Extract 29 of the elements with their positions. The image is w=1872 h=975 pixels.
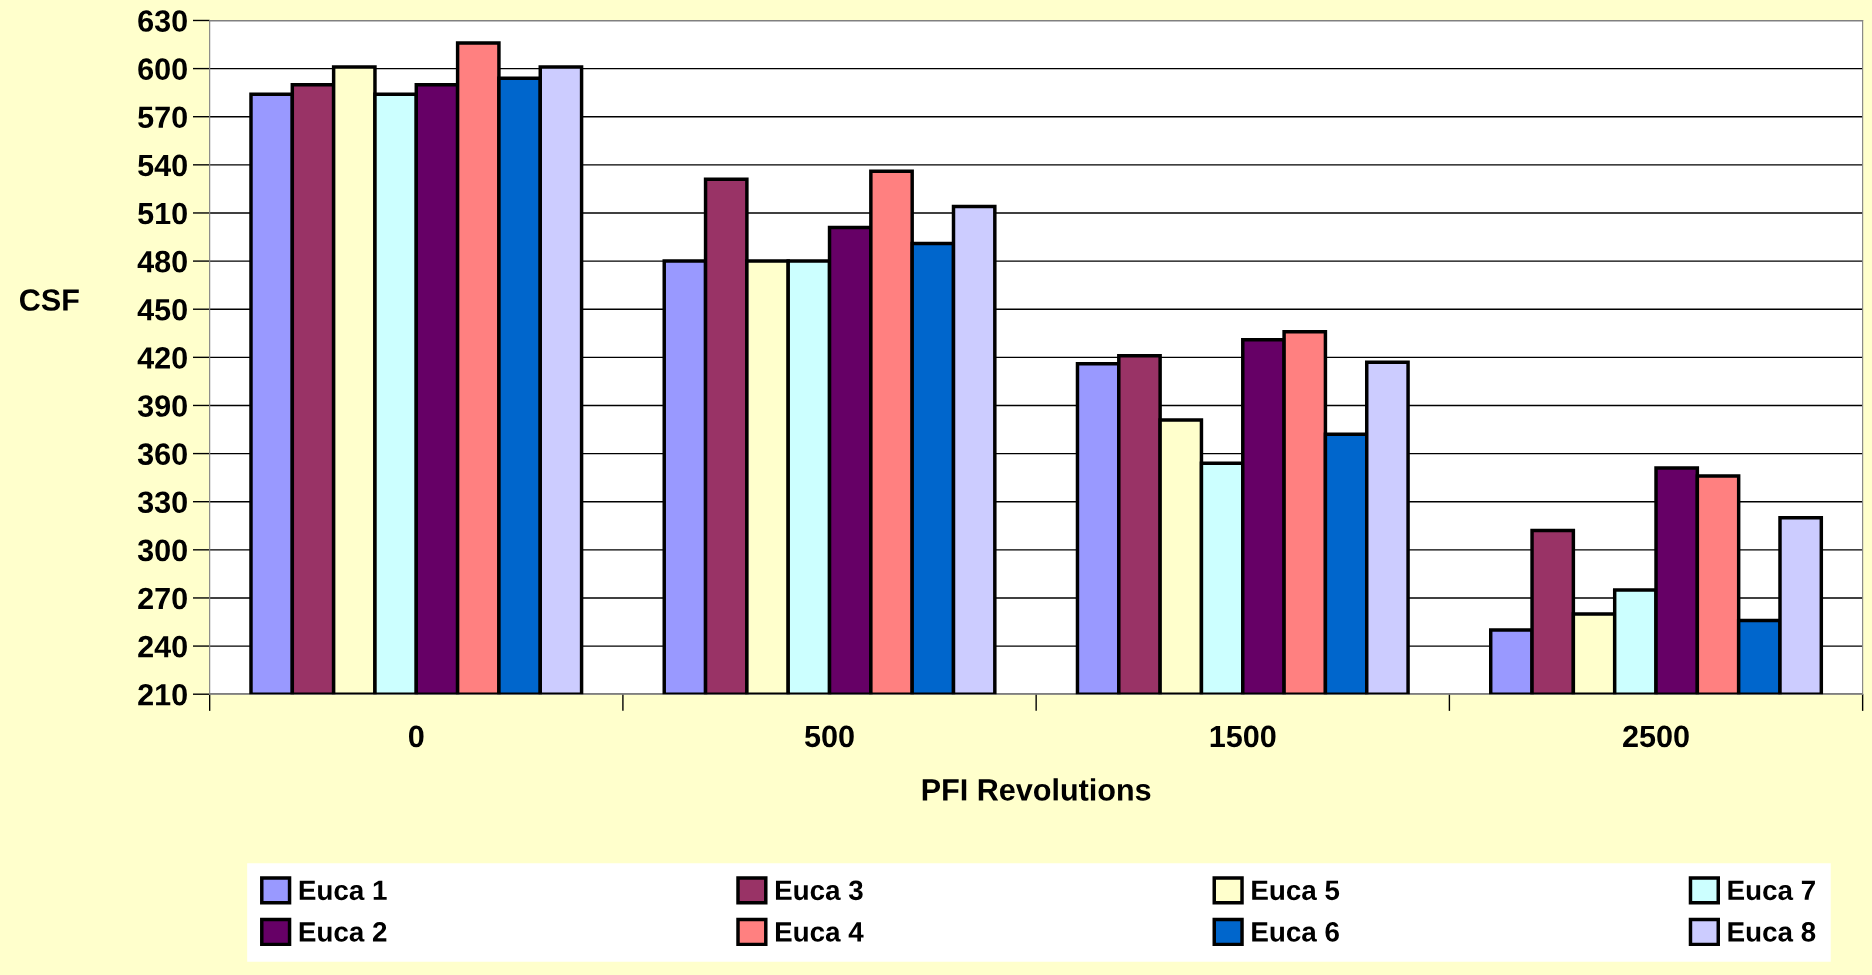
legend-label: Euca 1 xyxy=(299,880,387,901)
y-tick-label: 510 xyxy=(138,202,187,225)
x-tick-label: 1500 xyxy=(1210,725,1276,748)
y-tick-label: 420 xyxy=(137,347,187,369)
legend-label: Euca 3 xyxy=(775,880,863,901)
legend-label: Euca 5 xyxy=(1252,880,1340,901)
legend-label: Euca 4 xyxy=(775,922,864,942)
y-tick-label: 450 xyxy=(137,298,187,321)
x-axis-title: PFI Revolutions xyxy=(922,778,1151,801)
legend-label: Euca 7 xyxy=(1728,880,1815,901)
y-tick-label: 570 xyxy=(138,106,187,129)
legend-label: Euca 6 xyxy=(1252,922,1339,942)
y-tick-label: 390 xyxy=(137,395,187,417)
x-tick-label: 0 xyxy=(409,725,424,748)
y-tick-label: 210 xyxy=(138,683,187,706)
y-axis-title: CSF xyxy=(20,289,79,311)
legend-label: Euca 2 xyxy=(299,922,387,942)
y-tick-label: 600 xyxy=(138,58,187,80)
y-tick-label: 540 xyxy=(138,154,187,177)
x-tick-label: 500 xyxy=(804,725,854,748)
y-tick-label: 240 xyxy=(138,635,187,658)
y-tick-label: 630 xyxy=(138,10,187,32)
y-tick-label: 300 xyxy=(137,539,187,562)
y-tick-label: 360 xyxy=(137,443,187,465)
y-tick-label: 330 xyxy=(137,491,187,514)
y-tick-label: 480 xyxy=(137,250,187,273)
legend-label: Euca 8 xyxy=(1728,922,1816,942)
x-tick-label: 2500 xyxy=(1623,725,1689,748)
y-tick-label: 270 xyxy=(138,587,187,610)
